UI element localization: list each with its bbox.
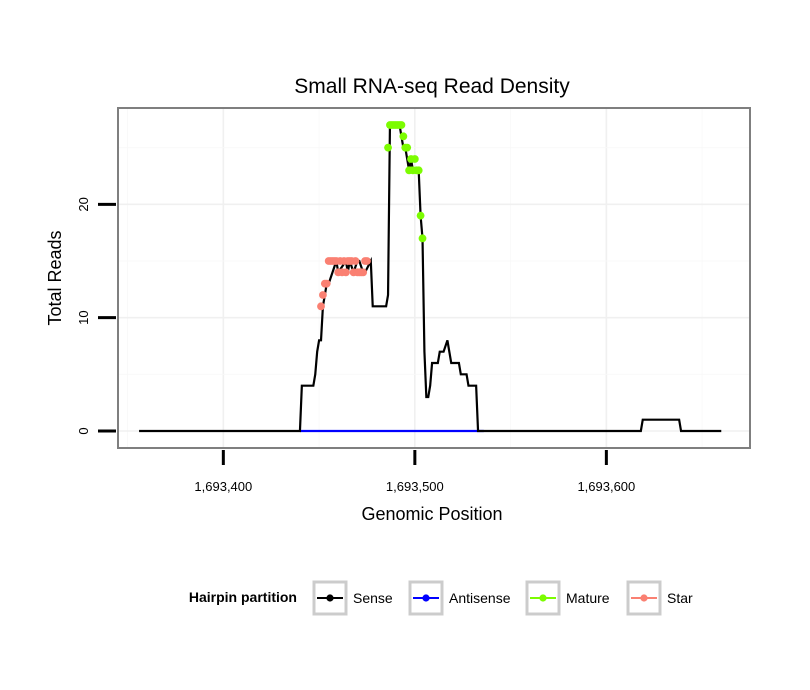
data-point-star (322, 279, 331, 288)
y-tick-label: 10 (76, 310, 91, 324)
x-axis-title: Genomic Position (361, 504, 502, 524)
legend-key-point (422, 594, 430, 602)
legend-entry-mature: Mature (525, 580, 610, 616)
legend-entry-star: Star (626, 580, 693, 616)
x-tick-label: 1,693,600 (577, 479, 635, 494)
x-tick-label: 1,693,400 (194, 479, 252, 494)
panel-border (117, 107, 751, 449)
data-point-star (342, 268, 350, 277)
data-point-star (319, 291, 327, 299)
y-axis: 0 10 20 (76, 197, 116, 435)
data-point-mature (414, 166, 423, 175)
data-point-mature (384, 143, 392, 152)
plot-panel (117, 107, 751, 449)
legend-title: Hairpin partition (189, 589, 297, 605)
data-point-star (351, 257, 360, 265)
series-points-star (317, 257, 371, 311)
data-point-star (359, 268, 368, 277)
chart-title: Small RNA-seq Read Density (294, 75, 570, 98)
legend-key-point (539, 594, 547, 602)
legend-label: Antisense (449, 590, 511, 606)
data-point-star (363, 257, 371, 265)
data-point-mature (403, 143, 412, 152)
y-tick-label: 20 (76, 197, 91, 211)
legend-key-point (640, 594, 648, 602)
data-point-mature (410, 155, 419, 163)
legend: Hairpin partition Sense Antisense Mature Sta… (189, 580, 693, 616)
panel-background (118, 108, 750, 448)
x-axis: 1,693,400 1,693,500 1,693,600 (194, 450, 635, 494)
legend-entry-sense: Sense (312, 580, 393, 616)
data-point-mature (416, 211, 425, 220)
y-axis-title: Total Reads (45, 230, 65, 325)
legend-key-point (326, 594, 334, 602)
x-tick-label: 1,693,500 (386, 479, 444, 494)
data-point-mature (418, 234, 427, 243)
data-point-mature (399, 132, 408, 141)
legend-label: Sense (353, 590, 393, 606)
series-points-mature (384, 121, 427, 243)
legend-label: Mature (566, 590, 610, 606)
legend-entry-antisense: Antisense (408, 580, 511, 616)
legend-label: Star (667, 590, 693, 606)
data-point-mature (397, 121, 406, 129)
data-point-star (317, 302, 325, 311)
y-tick-label: 0 (76, 427, 91, 434)
